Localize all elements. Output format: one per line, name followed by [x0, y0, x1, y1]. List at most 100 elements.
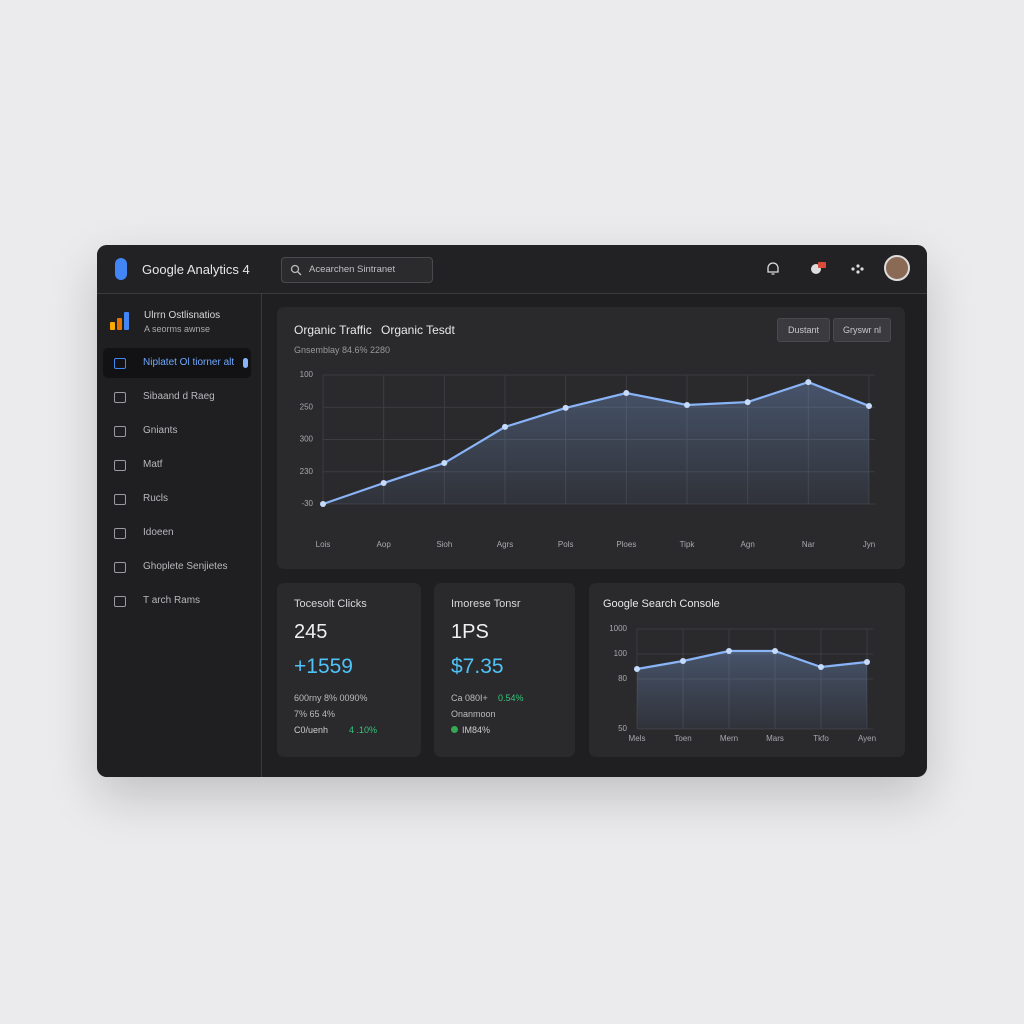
- nav-label: Sibaand d Raeg: [143, 391, 215, 402]
- status-dot: [451, 726, 458, 733]
- nav-icon: [114, 426, 126, 437]
- nav-item[interactable]: Matf: [103, 450, 251, 480]
- x-tick-label: Mern: [720, 734, 738, 743]
- search-box[interactable]: Acearchen Sintranet: [281, 257, 433, 283]
- chart-subtitle: Organic Tesdt: [381, 323, 455, 337]
- nav-label: Ghoplete Senjietes: [143, 561, 228, 572]
- x-tick-label: Lois: [316, 540, 331, 549]
- card-line: Ca 080I+: [451, 693, 488, 703]
- point: [805, 379, 812, 386]
- x-tick-label: Agn: [741, 540, 755, 549]
- bell-icon[interactable]: [765, 261, 781, 277]
- y-tick-label: 100: [300, 370, 314, 379]
- nav-item[interactable]: Sibaand d Raeg: [103, 382, 251, 412]
- point: [502, 423, 508, 430]
- card-footer-delta: IM84%: [462, 725, 491, 735]
- y-tick-label: 230: [300, 467, 314, 476]
- nav-icon: [114, 562, 126, 573]
- point: [680, 658, 686, 664]
- card-line-delta: 0.54%: [498, 693, 524, 703]
- logo: [115, 258, 127, 280]
- point: [818, 664, 824, 670]
- x-tick-label: Mels: [629, 734, 646, 743]
- active-indicator: [243, 358, 248, 368]
- point: [320, 501, 326, 507]
- account-icon: [110, 312, 129, 330]
- avatar[interactable]: [884, 255, 910, 281]
- area: [323, 382, 869, 504]
- chart-title: Google Search Console: [603, 598, 720, 610]
- nav-item[interactable]: Ghoplete Senjietes: [103, 552, 251, 582]
- nav-icon: [114, 358, 126, 369]
- area: [637, 651, 867, 729]
- nav-icon: [114, 494, 126, 505]
- chart-title: Organic Traffic: [294, 323, 372, 337]
- y-tick-label: 250: [300, 402, 314, 411]
- nav-label: Idoeen: [143, 527, 174, 538]
- clicks-card: Tocesolt Clicks 245 +1559 600rny 8% 0090…: [277, 583, 421, 757]
- y-tick-label: 1000: [609, 624, 627, 633]
- x-tick-label: Toen: [674, 734, 691, 743]
- chart-note: Gnsemblay 84.6% 2280: [294, 345, 391, 355]
- nav-item[interactable]: Rucls: [103, 484, 251, 514]
- nav-icon: [114, 596, 126, 607]
- point: [623, 390, 630, 397]
- card-footer: C0/uenh: [294, 725, 329, 735]
- nav-icon: [114, 460, 126, 471]
- x-tick-label: Ayen: [858, 734, 876, 743]
- card-delta: $7.35: [451, 655, 504, 678]
- x-tick-label: Agrs: [497, 540, 513, 549]
- point: [744, 399, 751, 406]
- x-tick-label: Sioh: [436, 540, 452, 549]
- x-tick-label: Jyn: [863, 540, 875, 549]
- account-sub: A seorms awnse: [144, 324, 211, 334]
- header: Google Analytics 4 Acearchen Sintranet: [97, 245, 927, 294]
- x-tick-label: Tkfo: [813, 734, 829, 743]
- apps-icon[interactable]: [849, 261, 865, 277]
- nav-label: Rucls: [143, 493, 169, 504]
- sidebar: Ulrrn Ostlisnatios A seorms awnse Niplat…: [97, 294, 262, 777]
- nav-item[interactable]: Gniants: [103, 416, 251, 446]
- card-line: 600rny 8% 0090%: [294, 693, 368, 703]
- line: [322, 380, 870, 506]
- panel-button[interactable]: Dustant: [777, 318, 830, 342]
- app-window: Google Analytics 4 Acearchen Sintranet U…: [97, 245, 927, 777]
- point: [864, 659, 870, 665]
- nav-label: T arch Rams: [143, 595, 201, 606]
- point: [866, 402, 872, 409]
- panel-button[interactable]: Gryswr nl: [833, 318, 891, 342]
- line: [636, 649, 868, 671]
- point: [634, 666, 640, 672]
- point: [441, 460, 448, 467]
- x-tick-label: Mars: [766, 734, 784, 743]
- traffic-chart: 100 250 300 230 -30 Lois Aop Sioh Agrs Pols Ploes T…: [300, 370, 876, 549]
- logo-text: Google Analytics 4: [142, 262, 250, 277]
- y-tick-label: 100: [614, 649, 628, 658]
- y-tick-label: 300: [300, 435, 314, 444]
- y-tick-label: -30: [301, 499, 313, 508]
- nav-item[interactable]: T arch Rams: [103, 586, 251, 616]
- card-line: 7% 65 4%: [294, 709, 336, 719]
- card-line: Onanmoon: [451, 709, 496, 719]
- notification-icon[interactable]: [808, 260, 828, 276]
- nav-icon: [114, 392, 126, 403]
- point: [380, 480, 387, 487]
- x-tick-label: Tipk: [680, 540, 696, 549]
- search-console-card: Google Search Console 1000 100 80 50 Mels Toe…: [589, 583, 905, 757]
- nav-item[interactable]: Niplatet Ol tiorner alt: [103, 348, 251, 378]
- search-placeholder: Acearchen Sintranet: [309, 264, 396, 275]
- search-icon: [290, 264, 302, 276]
- card-value: 1PS: [451, 621, 489, 643]
- nav-icon: [114, 528, 126, 539]
- card-title: Imorese Tonsr: [451, 598, 521, 610]
- nav-label: Gniants: [143, 425, 178, 436]
- nav-item[interactable]: Idoeen: [103, 518, 251, 548]
- x-tick-label: Pols: [558, 540, 574, 549]
- point: [726, 648, 732, 654]
- impressions-card: Imorese Tonsr 1PS $7.35 Ca 080I+ 0.54% O…: [434, 583, 575, 757]
- y-tick-label: 50: [618, 724, 627, 733]
- point: [772, 648, 778, 654]
- traffic-panel: Organic Traffic Organic Tesdt Gnsemblay …: [277, 307, 905, 569]
- card-title: Tocesolt Clicks: [294, 598, 367, 610]
